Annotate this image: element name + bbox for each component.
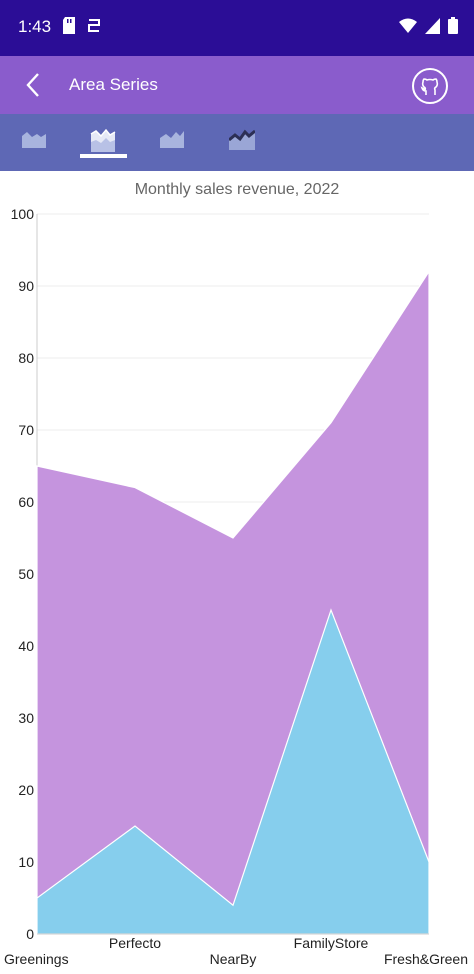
y-tick-label: 20 <box>18 782 34 798</box>
y-tick-label: 100 <box>11 206 35 222</box>
area-chart: 0 10 20 30 40 50 60 70 80 90 100 Greenings Perfecto N… <box>4 206 468 967</box>
area-chart-icon[interactable] <box>22 128 50 154</box>
y-tick-label: 60 <box>18 494 34 510</box>
line-area-chart-icon[interactable] <box>228 128 257 154</box>
sync-icon <box>86 17 102 39</box>
signal-icon <box>425 17 440 39</box>
page-title: Area Series <box>69 75 158 94</box>
area-chart-selected-icon[interactable] <box>90 128 118 154</box>
wifi-icon <box>399 18 417 39</box>
battery-icon <box>448 17 458 39</box>
back-arrow-icon[interactable] <box>22 71 48 99</box>
github-icon[interactable] <box>412 68 448 104</box>
y-tick-label: 10 <box>18 854 34 870</box>
area-chart-icon[interactable] <box>160 128 188 154</box>
chart-area: Monthly sales revenue, 2022 0 10 20 30 40 50 6… <box>0 171 474 974</box>
app-bar: Area Series <box>0 56 474 114</box>
y-tick-label: 70 <box>18 422 34 438</box>
x-tick-label: NearBy <box>210 951 257 967</box>
status-time: 1:43 <box>18 17 52 36</box>
selected-tab-indicator <box>80 154 127 158</box>
x-tick-label: Perfecto <box>109 935 161 951</box>
y-tick-label: 40 <box>18 638 34 654</box>
y-tick-label: 50 <box>18 566 34 582</box>
sd-card-icon <box>62 17 76 39</box>
area-series-2 <box>36 608 430 935</box>
y-tick-label: 0 <box>26 926 34 942</box>
y-tick-label: 80 <box>18 350 34 366</box>
chart-type-toolbar <box>0 114 474 171</box>
y-tick-label: 30 <box>18 710 34 726</box>
y-tick-label: 90 <box>18 278 34 294</box>
x-tick-label: Greenings <box>4 951 69 967</box>
chart-title: Monthly sales revenue, 2022 <box>134 181 340 198</box>
x-tick-label: Fresh&Green <box>384 951 468 967</box>
status-bar: 1:43 <box>0 0 474 56</box>
x-tick-label: FamilyStore <box>294 935 369 951</box>
